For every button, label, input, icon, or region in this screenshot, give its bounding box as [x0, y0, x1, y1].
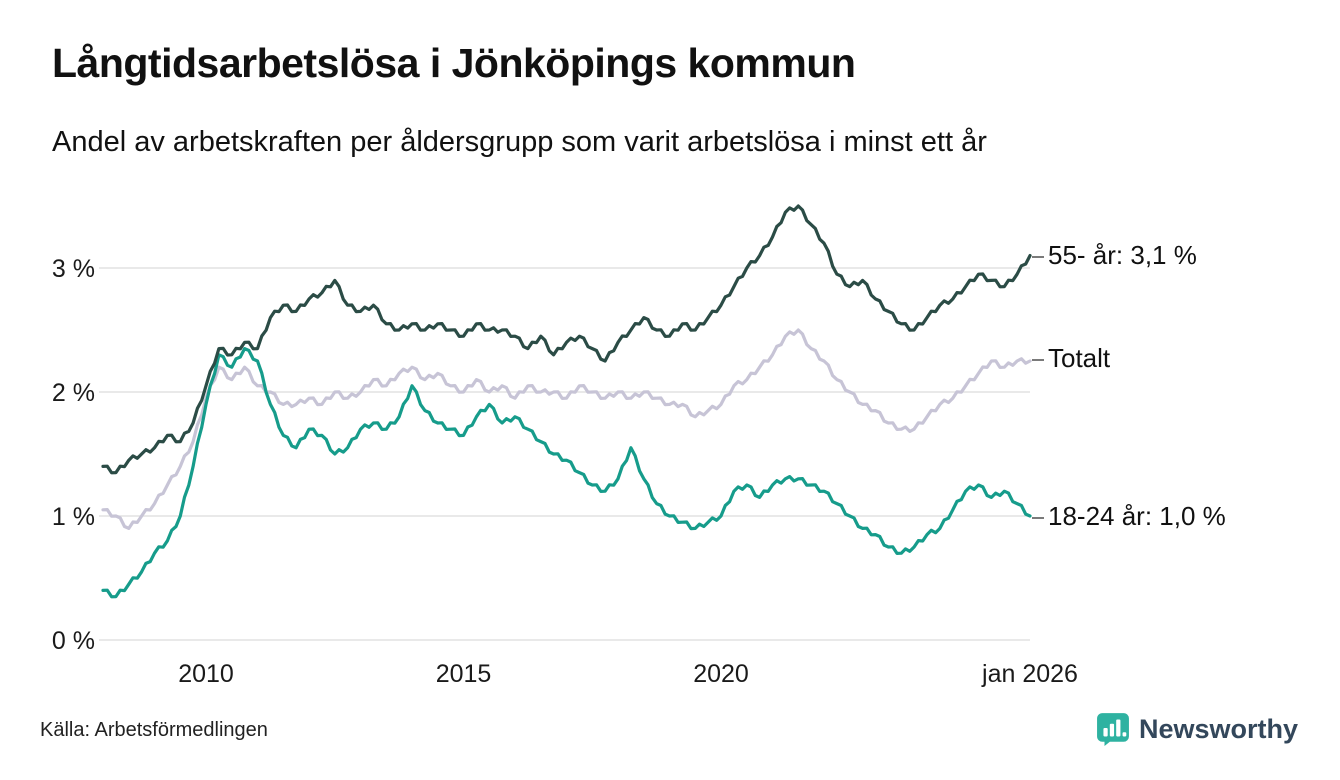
svg-text:2020: 2020: [693, 660, 749, 688]
series-label-totalt: Totalt: [1032, 343, 1110, 373]
svg-text:jan 2026: jan 2026: [981, 660, 1078, 688]
page-title: Långtidsarbetslösa i Jönköpings kommun: [52, 40, 856, 86]
series-label-55: 55- år: 3,1 %: [1032, 240, 1197, 270]
svg-text:2015: 2015: [436, 660, 492, 688]
series-label-totalt-text: Totalt: [1048, 343, 1111, 373]
label-tick: [1032, 359, 1044, 362]
newsworthy-chart-pin-icon: [1096, 712, 1130, 746]
series-label-55-text: 55- år: 3,1 %: [1048, 240, 1197, 270]
series-label-18-24-text: 18-24 år: 1,0 %: [1048, 501, 1226, 531]
label-tick: [1032, 256, 1044, 259]
page-subtitle: Andel av arbetskraften per åldersgrupp s…: [52, 126, 987, 158]
svg-text:3 %: 3 %: [52, 255, 95, 283]
source-note: Källa: Arbetsförmedlingen: [40, 719, 268, 741]
brand-name: Newsworthy: [1138, 713, 1298, 744]
brand-logo: Newsworthy: [1096, 712, 1298, 746]
label-tick: [1032, 517, 1044, 520]
series-label-18-24: 18-24 år: 1,0 %: [1032, 501, 1226, 531]
svg-text:2010: 2010: [178, 660, 234, 688]
svg-text:1 %: 1 %: [52, 503, 95, 531]
svg-text:0 %: 0 %: [52, 627, 95, 655]
svg-text:2 %: 2 %: [52, 379, 95, 407]
